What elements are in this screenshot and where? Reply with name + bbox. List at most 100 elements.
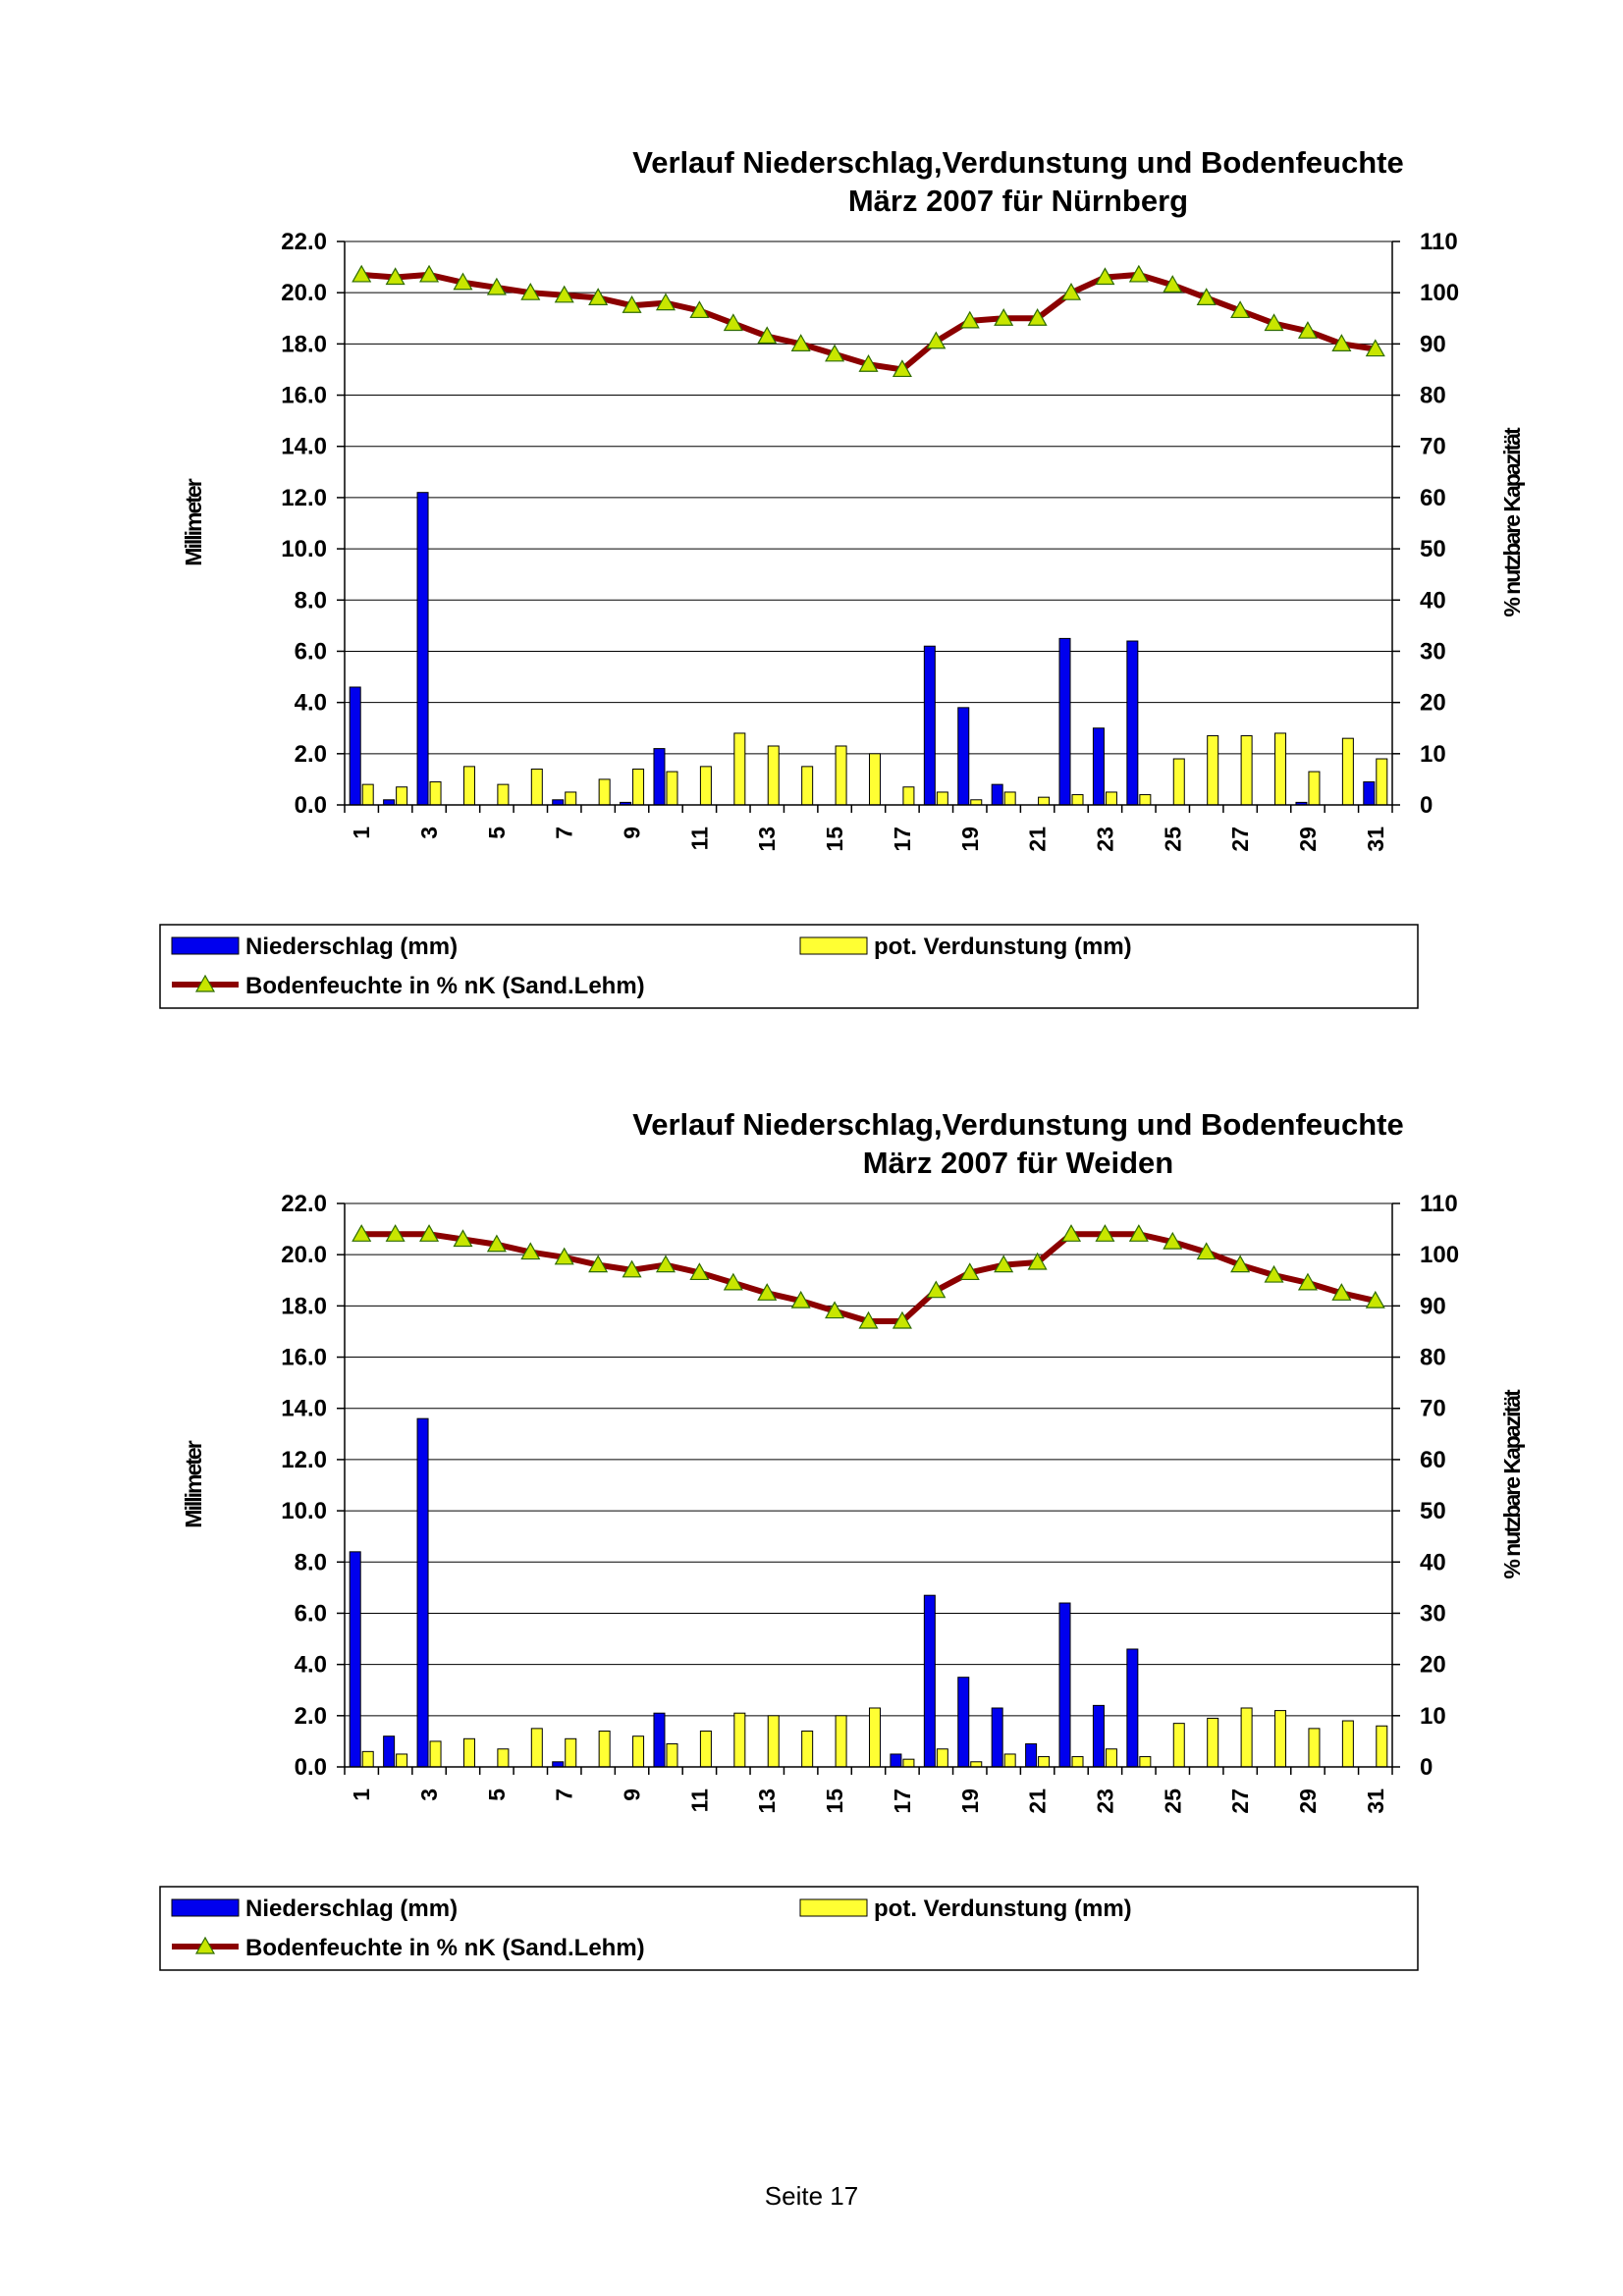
moisture-point <box>994 1255 1014 1273</box>
moisture-point <box>1060 282 1082 300</box>
evap-bar <box>530 1728 543 1768</box>
y-tick-label: 12.0 <box>281 485 327 511</box>
evap-bar <box>936 1748 948 1768</box>
x-tick-label: 1 <box>349 1789 374 1801</box>
legend-swatch-evap <box>799 936 868 955</box>
moisture-point <box>1128 264 1149 283</box>
precip-bar <box>957 1677 970 1768</box>
chart-title: Verlauf Niederschlag,Verdunstung und Bod… <box>632 1107 1403 1142</box>
legend-label-evap: pot. Verdunstung (mm) <box>874 1896 1132 1922</box>
legend-label-precip: Niederschlag (mm) <box>245 934 458 960</box>
moisture-point <box>1027 1252 1048 1270</box>
x-tick-label: 5 <box>484 1789 510 1801</box>
evap-bar <box>699 766 712 806</box>
moisture-point <box>790 1290 811 1308</box>
evap-bar <box>801 1730 814 1768</box>
moisture-point <box>655 293 676 311</box>
y2-tick-label: 90 <box>1420 331 1446 357</box>
y-tick-label: 6.0 <box>295 638 327 665</box>
evap-bar <box>767 1715 780 1768</box>
moisture-point <box>959 310 980 329</box>
precip-bar <box>991 1707 1003 1768</box>
evap-bar <box>1240 735 1253 806</box>
x-tick-label: 29 <box>1295 1789 1321 1814</box>
y-axis-title: Millimeter <box>181 478 206 565</box>
evap-bar <box>1105 1748 1117 1768</box>
evap-bar <box>497 783 510 806</box>
x-tick-label: 7 <box>552 827 577 839</box>
y-tick-label: 18.0 <box>281 1293 327 1319</box>
chart-weiden-svg: Verlauf Niederschlag,Verdunstung und Bod… <box>159 1107 1525 1971</box>
x-tick-label: 13 <box>754 1789 780 1814</box>
moisture-point <box>994 308 1014 326</box>
evap-bar <box>1376 1725 1388 1768</box>
moisture-point <box>892 359 912 378</box>
x-tick-label: 15 <box>822 827 847 852</box>
moisture-point <box>655 1255 676 1273</box>
moisture-point <box>1196 288 1217 305</box>
x-tick-label: 23 <box>1092 1789 1117 1814</box>
x-tick-label: 1 <box>349 827 374 839</box>
moisture-point <box>1163 1231 1183 1250</box>
evap-bar <box>1376 758 1388 806</box>
moisture-line <box>361 1231 1377 1325</box>
moisture-point <box>723 1272 743 1291</box>
y2-tick-label: 60 <box>1420 1447 1446 1473</box>
chart-nuernberg-svg: Verlauf Niederschlag,Verdunstung und Bod… <box>159 145 1525 1009</box>
y-tick-label: 10.0 <box>281 1498 327 1524</box>
evap-bar <box>733 1712 746 1768</box>
y-tick-label: 0.0 <box>295 792 327 819</box>
y2-tick-label: 30 <box>1420 1600 1446 1627</box>
evap-bar <box>666 771 678 806</box>
x-tick-label: 5 <box>484 827 510 839</box>
x-tick-label: 11 <box>686 1789 712 1813</box>
y2-tick-label: 40 <box>1420 587 1446 614</box>
moisture-point <box>385 267 406 286</box>
chart-subtitle: März 2007 für Weiden <box>863 1146 1173 1180</box>
evap-bar <box>1341 737 1354 806</box>
moisture-point <box>689 1262 710 1281</box>
moisture-point <box>689 300 710 319</box>
evap-bar <box>970 1761 983 1768</box>
evap-bar <box>1240 1707 1253 1768</box>
moisture-point <box>385 1224 406 1242</box>
y2-tick-label: 70 <box>1420 1396 1446 1422</box>
y-tick-label: 14.0 <box>281 434 327 460</box>
x-tick-label: 13 <box>754 827 780 852</box>
y-axis-title: Millimeter <box>181 1440 206 1527</box>
moisture-point <box>959 1262 980 1281</box>
chart-weiden: Verlauf Niederschlag,Verdunstung und Bod… <box>0 1090 1623 1973</box>
y2-tick-label: 110 <box>1420 1191 1458 1217</box>
moisture-point <box>1230 300 1251 319</box>
x-tick-label: 31 <box>1363 1789 1388 1814</box>
legend-label-moisture: Bodenfeuchte in % nK (Sand.Lehm) <box>245 973 645 999</box>
precip-bar <box>923 645 936 806</box>
y2-tick-label: 90 <box>1420 1293 1446 1319</box>
evap-bar <box>632 768 645 806</box>
evap-bar <box>1139 1756 1152 1768</box>
evap-bar <box>1071 794 1084 806</box>
x-tick-label: 23 <box>1092 827 1117 852</box>
evap-bar <box>666 1743 678 1768</box>
moisture-point <box>1095 267 1115 286</box>
evap-bar <box>1172 1723 1185 1768</box>
precip-bar <box>1025 1743 1038 1768</box>
moisture-point <box>520 282 541 300</box>
y2-tick-label: 0 <box>1420 1754 1433 1781</box>
chart-subtitle: März 2007 für Nürnberg <box>848 184 1188 218</box>
precip-bar <box>1126 1648 1139 1768</box>
evap-bar <box>1308 771 1321 806</box>
y-tick-label: 22.0 <box>281 1191 327 1217</box>
moisture-point <box>825 344 845 362</box>
evap-bar <box>361 1750 374 1768</box>
moisture-point <box>723 313 743 332</box>
evap-bar <box>835 745 847 806</box>
y2-tick-label: 40 <box>1420 1549 1446 1575</box>
precip-bar <box>890 1753 902 1768</box>
moisture-point <box>1365 1290 1385 1308</box>
moisture-point <box>1331 1283 1352 1301</box>
evap-bar <box>835 1715 847 1768</box>
x-tick-label: 9 <box>620 827 645 839</box>
moisture-point <box>858 354 879 372</box>
precip-bar <box>383 1735 396 1768</box>
